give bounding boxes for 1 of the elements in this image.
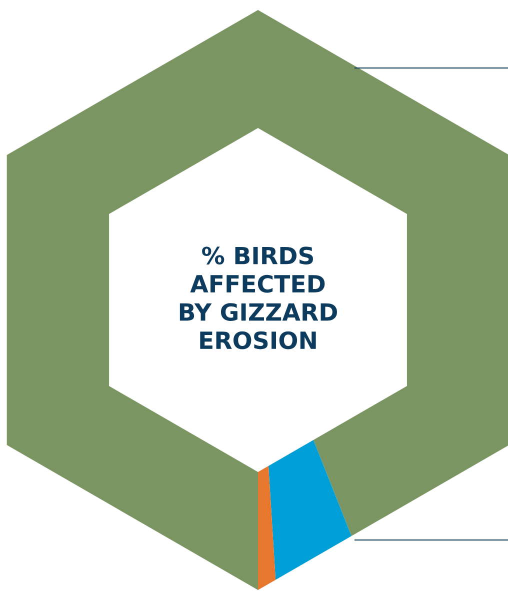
text: % BIRDS AFFECTED BY GIZZARD EROSION [180, 246, 338, 350]
